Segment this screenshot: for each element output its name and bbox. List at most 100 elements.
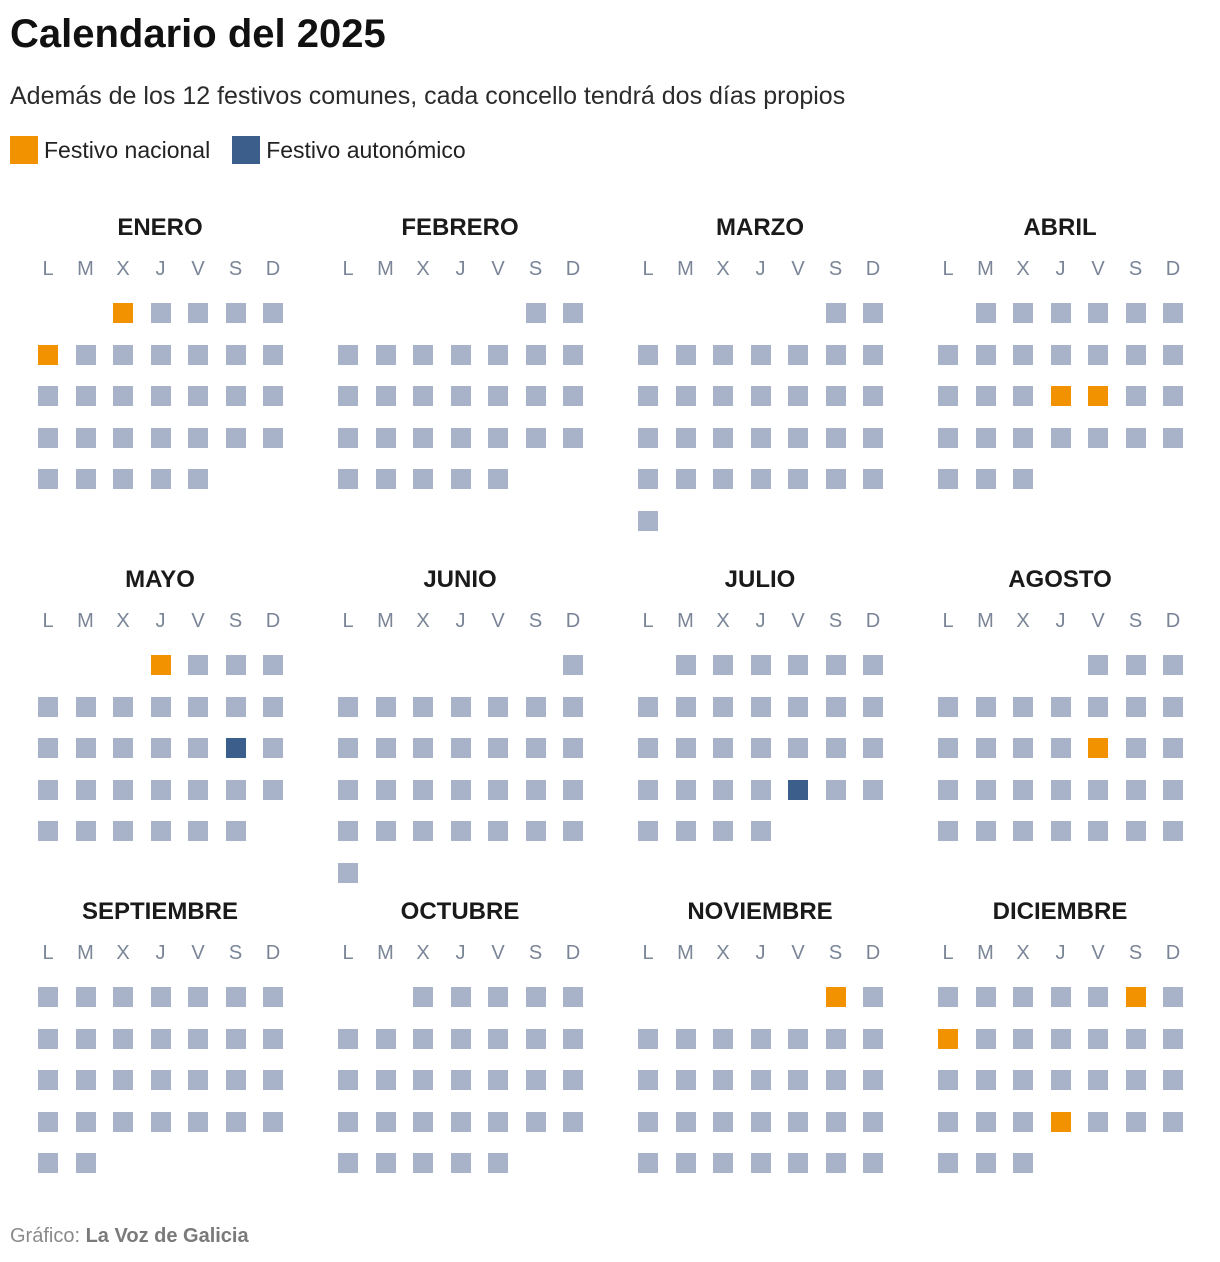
day-square xyxy=(1013,1153,1033,1173)
weekday-label: V xyxy=(791,610,805,632)
day-square xyxy=(525,1111,546,1132)
day-square xyxy=(1088,987,1108,1007)
day-square xyxy=(188,779,208,800)
day-square xyxy=(150,1070,171,1090)
weekday-label: D xyxy=(1165,942,1181,964)
day-square xyxy=(750,1111,771,1132)
day-square xyxy=(638,510,658,531)
weekday-label: D xyxy=(865,610,881,632)
day-square xyxy=(750,344,771,365)
day-square xyxy=(713,427,733,448)
weekday-label: D xyxy=(565,610,581,632)
day-square xyxy=(488,779,508,800)
day-square xyxy=(375,738,396,758)
day-square xyxy=(1125,427,1146,448)
day-square xyxy=(1125,696,1146,717)
day-square xyxy=(975,779,996,800)
day-square xyxy=(1125,655,1146,675)
day-square xyxy=(788,1028,808,1049)
day-square xyxy=(863,987,883,1007)
day-square xyxy=(488,738,508,758)
day-square xyxy=(488,1153,508,1173)
day-square xyxy=(38,1070,58,1090)
day-square xyxy=(1163,738,1183,758)
day-square xyxy=(38,821,58,841)
day-square xyxy=(1050,738,1071,758)
day-square xyxy=(338,386,358,406)
day-square xyxy=(75,987,96,1007)
day-square xyxy=(75,1070,96,1090)
day-square xyxy=(713,469,733,489)
day-square xyxy=(975,987,996,1007)
day-square xyxy=(788,469,808,489)
weekday-label: J xyxy=(455,610,466,632)
day-square xyxy=(1125,1028,1146,1049)
weekday-label: S xyxy=(1128,258,1143,280)
day-square xyxy=(825,655,846,675)
legend: Festivo nacional Festivo autonómico xyxy=(10,136,466,164)
weekday-label: M xyxy=(77,610,94,632)
day-square xyxy=(788,696,808,717)
day-square xyxy=(375,696,396,717)
day-square xyxy=(713,696,733,717)
day-square xyxy=(713,344,733,365)
chart-title: Calendario del 2025 xyxy=(10,12,386,56)
weekday-label: S xyxy=(228,258,243,280)
day-square xyxy=(563,738,583,758)
day-square xyxy=(150,821,171,841)
day-square xyxy=(488,469,508,489)
day-square xyxy=(225,427,246,448)
day-square xyxy=(150,303,171,323)
day-square xyxy=(150,469,171,489)
day-square xyxy=(675,469,696,489)
weekday-label: J xyxy=(1055,610,1066,632)
day-square xyxy=(825,427,846,448)
day-square xyxy=(38,1153,58,1173)
day-square xyxy=(488,696,508,717)
day-square xyxy=(1088,427,1108,448)
day-square-national-holiday xyxy=(1088,738,1108,758)
day-square xyxy=(1163,1028,1183,1049)
weekday-label: M xyxy=(977,258,994,280)
day-square xyxy=(750,696,771,717)
weekday-label: V xyxy=(191,610,205,632)
day-square xyxy=(375,1070,396,1090)
weekday-label: S xyxy=(528,258,543,280)
day-square xyxy=(1013,821,1033,841)
day-square xyxy=(825,1070,846,1090)
weekday-label: S xyxy=(1128,942,1143,964)
day-square xyxy=(825,1111,846,1132)
day-square xyxy=(713,1070,733,1090)
day-square xyxy=(525,696,546,717)
day-square xyxy=(113,427,133,448)
day-square xyxy=(225,821,246,841)
legend-label-regional: Festivo autonómico xyxy=(266,136,466,163)
day-square xyxy=(1163,386,1183,406)
day-square xyxy=(263,987,283,1007)
day-square xyxy=(1088,696,1108,717)
day-square xyxy=(525,386,546,406)
day-square xyxy=(713,655,733,675)
day-square xyxy=(638,1070,658,1090)
day-square xyxy=(225,696,246,717)
day-square xyxy=(938,696,958,717)
day-square xyxy=(75,469,96,489)
day-square xyxy=(263,344,283,365)
day-square xyxy=(113,821,133,841)
weekday-label: J xyxy=(155,258,166,280)
day-square xyxy=(825,344,846,365)
weekday-label: L xyxy=(42,610,54,632)
day-square xyxy=(1013,427,1033,448)
day-square xyxy=(863,779,883,800)
day-square xyxy=(113,344,133,365)
source-name: La Voz de Galicia xyxy=(85,1225,249,1247)
day-square xyxy=(450,821,471,841)
day-square xyxy=(938,738,958,758)
day-square xyxy=(38,1028,58,1049)
day-square xyxy=(638,738,658,758)
month-name: AGOSTO xyxy=(1008,566,1112,593)
day-square xyxy=(338,862,358,883)
day-square xyxy=(188,386,208,406)
day-square xyxy=(38,779,58,800)
chart-subtitle: Además de los 12 festivos comunes, cada … xyxy=(10,82,846,110)
